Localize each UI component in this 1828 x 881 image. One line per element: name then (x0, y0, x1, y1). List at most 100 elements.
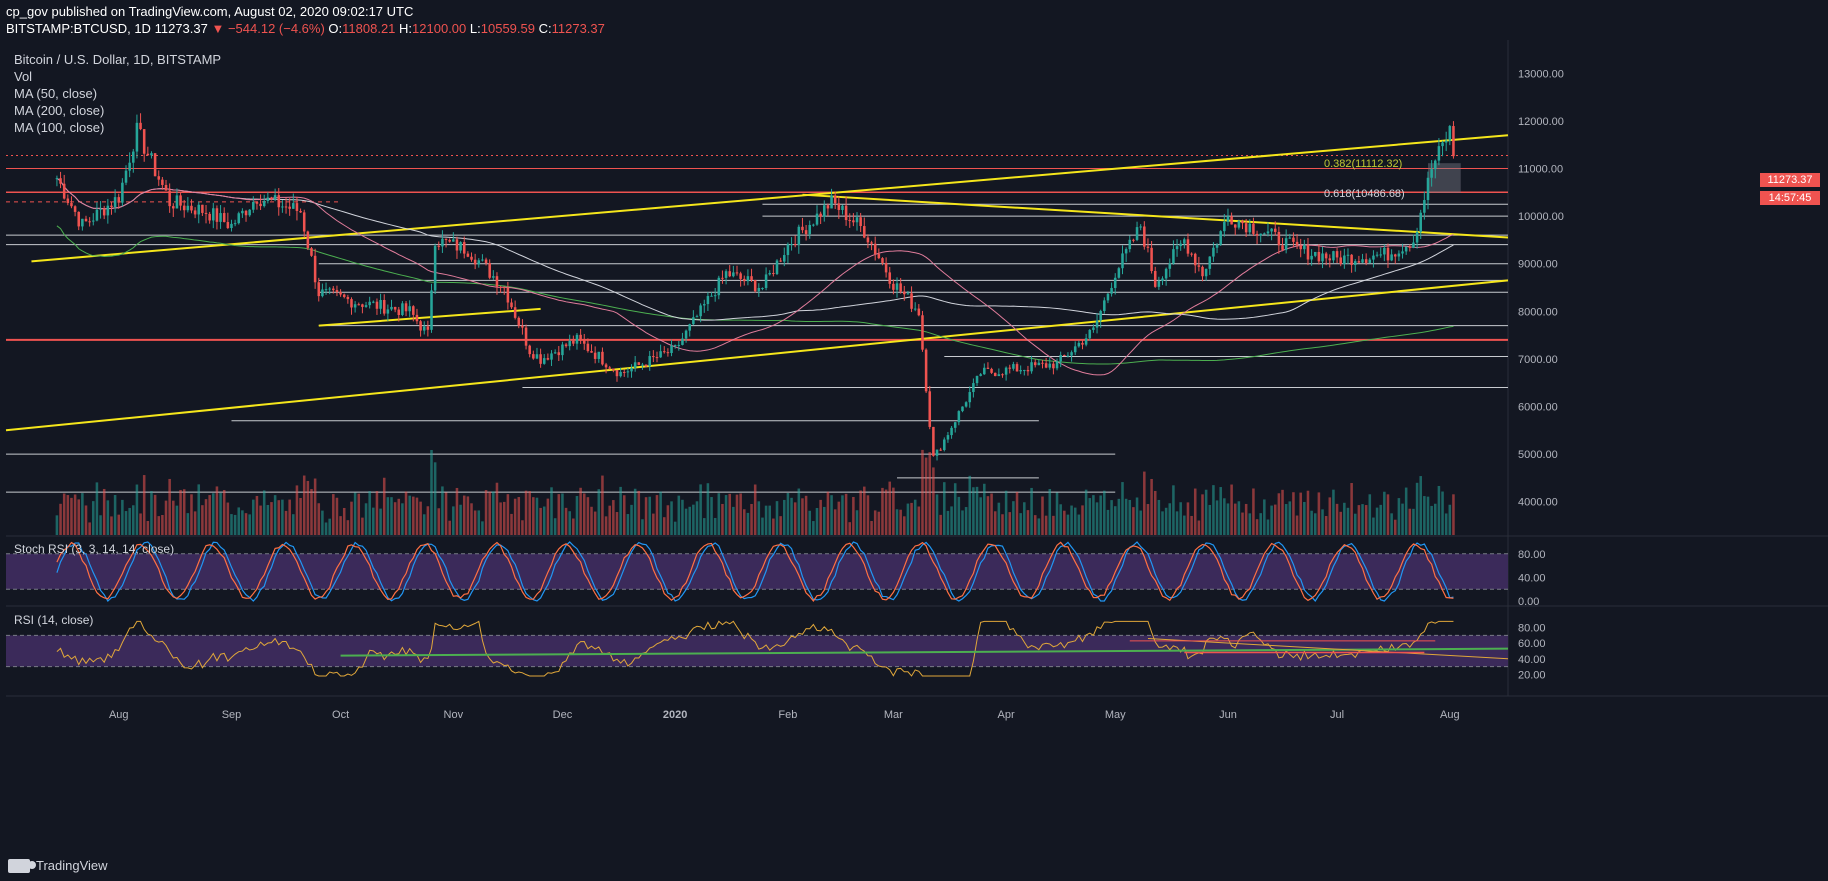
candle-body (1190, 253, 1193, 255)
volume-bar (950, 506, 953, 535)
volume-bar (608, 505, 611, 535)
candle-body (452, 239, 455, 242)
volume-bar (1092, 495, 1095, 535)
candle-body (124, 170, 128, 183)
volume-bar (783, 499, 786, 535)
volume-bar (1048, 488, 1052, 535)
candle-body (932, 426, 935, 456)
candle-body (1041, 362, 1044, 364)
candle-body (655, 357, 659, 359)
fib-0618-label: 0.618(10486.68) (1324, 188, 1405, 200)
candle-body (1106, 293, 1110, 301)
volume-bar (1299, 492, 1302, 535)
volume-bar (957, 496, 961, 535)
candle-body (117, 197, 121, 203)
volume-bar (1313, 513, 1317, 535)
volume-bar (997, 502, 1001, 535)
volume-bar (975, 486, 979, 535)
volume-bar (517, 497, 521, 535)
candle-body (215, 208, 219, 222)
candle-body (1033, 362, 1037, 366)
volume-bar (488, 491, 491, 535)
candle-body (1201, 266, 1204, 277)
candle-body (1084, 338, 1088, 345)
candle-body (172, 206, 175, 209)
volume-bar (248, 514, 251, 535)
tradingview-logo[interactable]: TradingView (8, 858, 108, 873)
volume-bar (1099, 495, 1102, 535)
candle-body (470, 256, 473, 260)
candle-body (757, 287, 761, 292)
candle-body (753, 279, 757, 292)
volume-bar (913, 499, 917, 535)
x-tick-label: Jul (1330, 709, 1344, 721)
candle-body (113, 197, 117, 208)
candle-body (1281, 245, 1284, 250)
volume-bar (910, 502, 913, 535)
candle-body (1357, 261, 1361, 263)
volume-bar (1277, 493, 1281, 535)
candle-body (1161, 278, 1164, 282)
tradingview-logo-icon (8, 858, 36, 873)
candle-body (262, 200, 266, 207)
candle-body (993, 372, 997, 377)
volume-bar (302, 475, 306, 535)
volume-bar (870, 521, 873, 535)
rsi-trend-line (1147, 638, 1509, 660)
volume-bar (379, 508, 382, 535)
candle-body (88, 221, 91, 223)
volume-bar (150, 491, 153, 535)
candle-body (561, 344, 564, 356)
open-label: O: (328, 21, 343, 36)
volume-bar (433, 462, 437, 535)
candle-body (1004, 367, 1008, 375)
volume-bar (575, 496, 579, 535)
volume-bar (492, 491, 495, 535)
candle-body (499, 286, 502, 288)
candle-body (539, 354, 542, 364)
candle-body (495, 276, 499, 287)
candle-body (975, 375, 979, 384)
candle-body (750, 276, 753, 280)
candle-body (102, 208, 106, 216)
change: ▼ −544.12 (−4.6%) (211, 21, 325, 36)
candle-body (106, 205, 110, 216)
volume-bar (1321, 509, 1324, 535)
stoch-title: Stoch RSI (3, 3, 14, 14, close) (14, 542, 174, 556)
volume-bar (313, 478, 317, 535)
candle-body (455, 239, 459, 251)
candle-body (1277, 231, 1281, 246)
volume-bar (1372, 517, 1375, 535)
volume-bar (684, 508, 688, 535)
candle-body (1361, 259, 1364, 263)
volume-bar (455, 487, 459, 535)
candle-body (139, 122, 142, 130)
volume-bar (823, 506, 826, 535)
volume-bar (299, 497, 302, 535)
volume-bar (292, 514, 295, 535)
candle-body (830, 195, 833, 209)
candle-body (1303, 244, 1306, 250)
volume-bar (430, 449, 433, 535)
volume-bar (1150, 478, 1153, 535)
candle-body (317, 282, 321, 297)
volume-bar (117, 514, 121, 535)
candle-body (935, 449, 939, 456)
volume-bar (1252, 488, 1255, 535)
candle-body (1186, 239, 1190, 254)
candle-body (390, 306, 393, 310)
candle-body (164, 184, 168, 191)
candle-body (201, 204, 204, 213)
volume-bar (619, 486, 622, 535)
volume-bar (473, 510, 477, 535)
volume-bar (1055, 492, 1059, 535)
candle-body (70, 203, 73, 207)
candle-body (910, 293, 913, 309)
volume-bar (553, 518, 557, 535)
volume-bar (804, 495, 808, 535)
candle-body (146, 153, 150, 156)
volume-bar (1037, 518, 1041, 535)
volume-bar (92, 501, 95, 535)
candle-body (953, 422, 957, 428)
